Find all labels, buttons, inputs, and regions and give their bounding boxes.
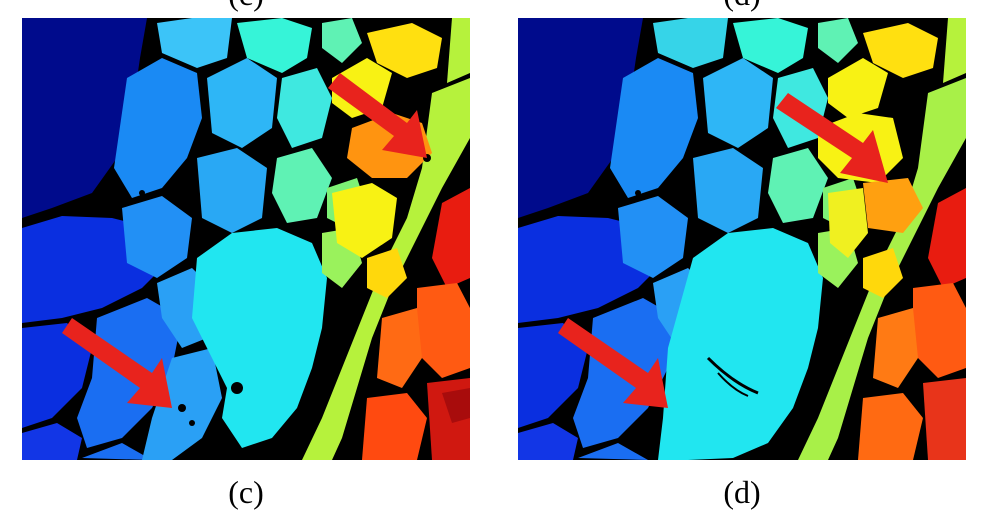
red-arrow	[328, 73, 427, 158]
caption-c: (c)	[228, 474, 264, 510]
top-label-d: (d)	[518, 0, 966, 14]
top-label-c: (c)	[22, 0, 470, 14]
red-arrow	[62, 318, 172, 408]
segmentation-image-d	[518, 18, 966, 460]
caption-d: (d)	[723, 474, 761, 510]
red-arrow	[776, 93, 888, 183]
segmentation-image-c	[22, 18, 470, 460]
red-arrow	[558, 318, 668, 408]
segmentation-panel-c	[22, 18, 470, 460]
segmentation-panel-d	[518, 18, 966, 460]
